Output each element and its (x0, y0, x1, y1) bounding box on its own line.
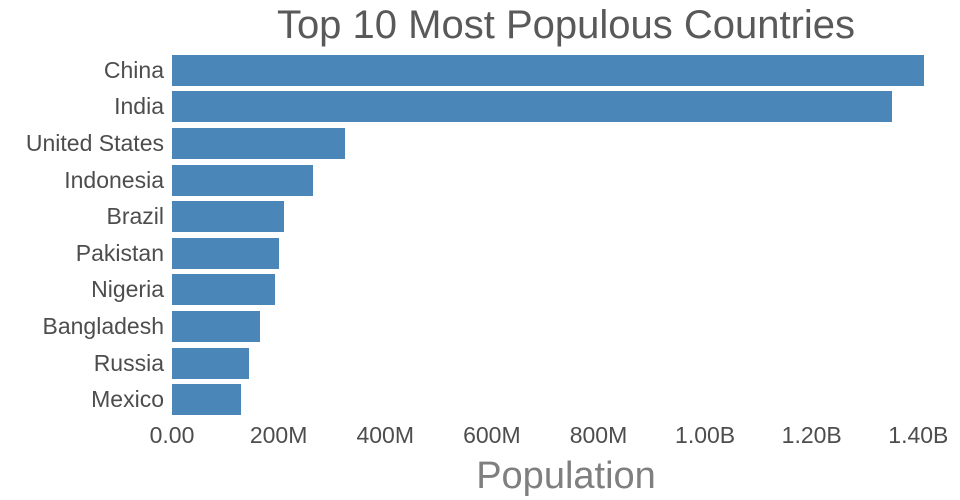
bar-row: Bangladesh (0, 308, 960, 345)
bar-nigeria (172, 274, 276, 306)
y-tick-label: Pakistan (75, 239, 164, 266)
y-tick-label: Brazil (106, 203, 164, 230)
y-tick-label: Mexico (91, 386, 164, 413)
bar-indonesia (172, 164, 313, 196)
x-tick-label: 0.00 (149, 422, 195, 448)
chart-title: Top 10 Most Populous Countries (276, 3, 856, 47)
bar-mexico (172, 384, 241, 416)
bar-row: Pakistan (0, 235, 960, 272)
x-tick-label: 400M (356, 422, 415, 448)
bar-track (172, 274, 945, 306)
bar-row: China (0, 52, 960, 89)
bar-pakistan (172, 237, 280, 269)
x-tick-label: 600M (463, 422, 521, 448)
plot-area: China India United States Indonesia Brazil Pa… (0, 50, 960, 418)
y-tick-label: India (114, 93, 164, 120)
bar-track (172, 347, 945, 379)
x-tick-label: 1.00B (675, 422, 736, 448)
bar-row: Russia (0, 345, 960, 382)
y-tick-label: China (103, 56, 164, 83)
x-tick-label: 1.20B (781, 422, 842, 448)
bar-row: Indonesia (0, 162, 960, 199)
y-tick-label: Nigeria (91, 276, 164, 303)
bar-row: India (0, 89, 960, 126)
y-tick-label: United States (25, 129, 164, 156)
bar-china (172, 54, 924, 86)
y-tick-label: Bangladesh (42, 312, 165, 339)
y-tick-label: Russia (93, 349, 164, 376)
bar-row: United States (0, 125, 960, 162)
bar-track (172, 91, 945, 123)
x-tick-label: 800M (569, 422, 628, 448)
bar-track (172, 201, 945, 233)
x-axis: 0.00 200M 400M 600M 800M 1.00B 1.20B 1.40B (150, 418, 949, 454)
x-tick-label: 200M (249, 422, 308, 448)
bar-bangladesh (172, 310, 261, 342)
x-tick-label: 1.40B (888, 422, 949, 448)
bar-track (172, 310, 945, 342)
bar-row: Nigeria (0, 272, 960, 309)
bar-track (172, 127, 945, 159)
bar-track (172, 237, 945, 269)
bar-track (172, 54, 945, 86)
bar-track (172, 164, 945, 196)
bar-brazil (172, 201, 285, 233)
bar-track (172, 384, 945, 416)
bar-united-states (172, 127, 346, 159)
y-tick-label: Indonesia (64, 166, 164, 193)
bar-india (172, 91, 892, 123)
x-axis-label: Population (476, 455, 656, 497)
bar-row: Brazil (0, 198, 960, 235)
bar-row: Mexico (0, 381, 960, 418)
bar-russia (172, 347, 250, 379)
